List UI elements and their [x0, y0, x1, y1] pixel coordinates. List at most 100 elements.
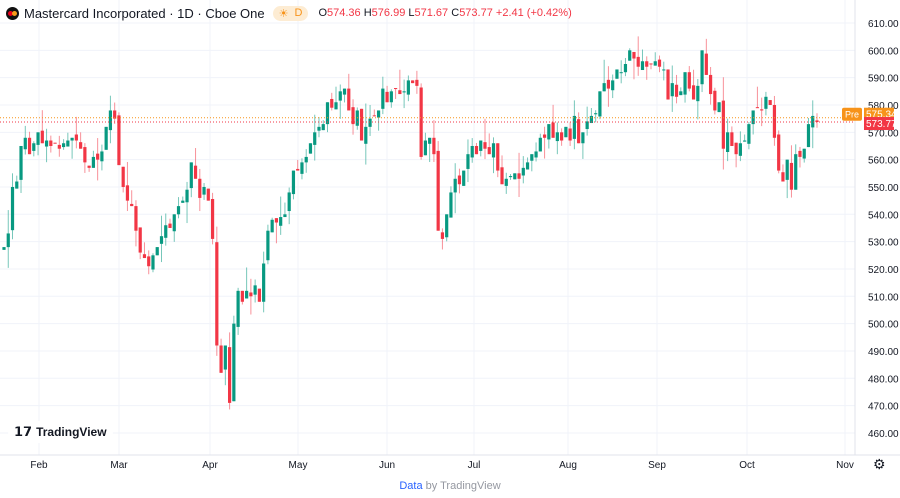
candle — [628, 48, 632, 61]
price-tick-label: 500.00 — [868, 320, 899, 331]
tradingview-logo[interactable]: 𝟭𝟳 TradingView — [8, 421, 113, 443]
candle — [406, 75, 410, 102]
low-value: 571.67 — [414, 7, 449, 19]
candle-body — [385, 91, 389, 103]
candle — [708, 67, 713, 105]
candle — [164, 213, 168, 246]
candle — [449, 186, 453, 218]
candle-body — [572, 115, 576, 139]
candle-body — [96, 153, 100, 160]
candle-body — [674, 84, 679, 97]
candle — [376, 110, 381, 131]
candle-body — [696, 85, 700, 102]
price-axis[interactable]: 610.00 600.00 590.00 580.00 570.00 560.00 550.… — [854, 0, 899, 455]
candle-body — [738, 143, 742, 156]
candle — [317, 117, 321, 138]
symbol-legend: Mastercard Incorporated · 1D · Cboe One … — [6, 4, 572, 22]
candle-body — [104, 126, 108, 150]
candle — [313, 114, 317, 161]
candle-body — [372, 115, 376, 117]
candle — [504, 172, 508, 194]
candle — [666, 69, 670, 100]
candle-body — [334, 102, 338, 110]
candle — [83, 143, 87, 173]
candle-body — [704, 53, 708, 75]
candle — [577, 112, 581, 144]
candle — [717, 102, 721, 113]
candle-body — [287, 192, 291, 212]
candle — [466, 139, 470, 183]
candle-body — [240, 290, 244, 302]
candle — [61, 139, 66, 150]
candle-body — [381, 88, 385, 109]
candle — [798, 146, 802, 168]
candle-body — [61, 143, 66, 148]
candle — [491, 137, 496, 174]
candle — [262, 251, 266, 313]
session-badge[interactable]: ☀ D — [272, 5, 309, 21]
candle-body — [564, 126, 568, 138]
candle-body — [227, 347, 232, 403]
candle-body — [155, 247, 159, 256]
candle — [589, 107, 594, 124]
candle-body — [283, 214, 287, 218]
candle-body — [547, 124, 551, 140]
candle-body — [159, 236, 164, 244]
candle — [113, 102, 117, 124]
candle — [257, 288, 261, 302]
candle-body — [270, 219, 274, 233]
candle-body — [44, 140, 49, 147]
candle-body — [359, 108, 364, 141]
low-label: L — [408, 7, 415, 19]
candle — [104, 126, 108, 150]
candle-body — [594, 113, 598, 115]
candle — [772, 95, 777, 146]
candle-body — [134, 206, 138, 231]
candle-body — [317, 126, 321, 131]
candle — [683, 72, 687, 103]
candle-body — [49, 140, 53, 146]
data-link[interactable]: Data — [399, 480, 423, 492]
candle — [411, 80, 415, 84]
candle — [611, 74, 615, 99]
candle — [645, 56, 649, 80]
candle-body — [653, 61, 657, 66]
candle-body — [743, 140, 747, 142]
candle-body — [91, 156, 95, 168]
candle-body — [521, 167, 525, 176]
candle — [202, 183, 206, 200]
candle-body — [491, 143, 496, 158]
time-tick-label: Jul — [468, 460, 481, 471]
candle — [79, 132, 83, 149]
candle-body — [577, 119, 581, 144]
settings-gear-icon[interactable]: ⚙ — [873, 456, 886, 472]
candle-body — [219, 345, 223, 373]
time-axis[interactable]: Feb Mar Apr May Jun Jul Aug Sep Oct Nov — [0, 454, 900, 471]
candle — [49, 135, 53, 153]
close-value: 573.77 — [459, 7, 493, 19]
candle-body — [611, 80, 615, 91]
candle — [368, 104, 372, 136]
candle-body — [389, 91, 393, 103]
candle — [521, 156, 525, 184]
symbol-title[interactable]: Mastercard Incorporated · 1D · Cboe One — [24, 5, 265, 21]
candle — [147, 250, 151, 275]
candle-body — [142, 254, 147, 259]
candle-body — [308, 143, 313, 154]
time-tick-label: Jun — [379, 460, 395, 471]
price-tick-label: 480.00 — [868, 374, 899, 385]
candle — [453, 163, 457, 214]
candle-body — [772, 104, 777, 138]
candle — [19, 145, 23, 193]
candle — [777, 130, 781, 174]
candle-body — [432, 137, 436, 155]
candle — [623, 57, 628, 77]
candle-body — [176, 206, 181, 215]
candle — [2, 247, 6, 250]
price-tick-label: 470.00 — [868, 402, 899, 413]
candle-body — [223, 345, 227, 370]
candle — [432, 120, 436, 163]
candle — [649, 63, 653, 70]
candle — [789, 145, 794, 198]
